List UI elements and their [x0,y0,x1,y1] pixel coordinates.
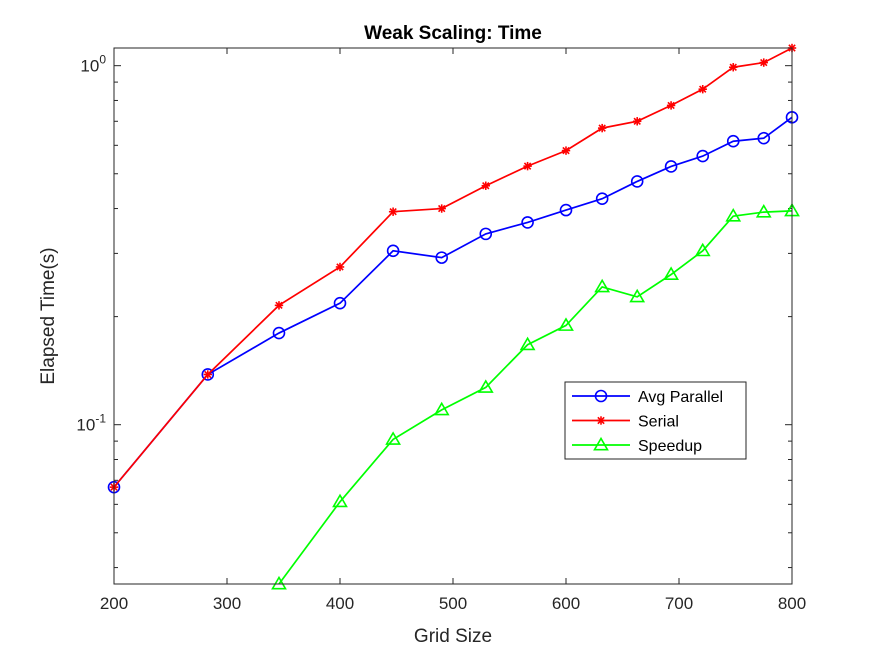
y-tick-exponent: -1 [95,412,106,426]
data-point [597,123,607,133]
x-tick-label: 300 [213,594,241,613]
data-point [726,134,740,148]
x-tick-label: 400 [326,594,354,613]
series-speedup [271,202,800,590]
y-tick-label: 10-1 [76,412,106,435]
data-point [696,149,710,163]
data-point [385,431,402,445]
legend-label: Serial [638,414,679,431]
y-tick-exponent: 0 [99,53,106,67]
data-point [666,101,676,110]
data-point [632,117,642,126]
data-point [755,203,772,218]
y-tick-base: 10 [80,57,99,76]
data-point [477,379,494,393]
x-axis-label: Grid Size [414,626,492,647]
data-point [271,575,287,590]
x-tick-label: 200 [100,594,128,613]
data-point [559,203,573,217]
data-point [274,301,284,310]
series-avg-parallel [107,111,799,494]
data-point [757,131,771,145]
data-point [521,216,534,229]
x-tick-label: 800 [778,594,806,613]
y-tick-base: 10 [76,416,95,435]
data-point [595,192,609,206]
data-point [201,368,215,381]
legend-entry-avg-parallel: Avg Parallel [572,389,723,406]
data-point [481,181,490,190]
data-point [388,207,398,216]
legend-entry-serial: Serial [572,414,679,431]
axes-background [114,48,792,584]
data-point [629,288,646,303]
data-point [725,208,742,222]
chart-title: Weak Scaling: Time [364,23,542,44]
minor-ticks [114,81,792,569]
x-tick-labels: 200 300 400 500 600 700 800 [100,594,806,613]
series-line [113,116,793,488]
data-point [558,317,574,331]
legend-label: Speedup [638,438,702,455]
x-tick-label: 500 [439,594,467,613]
data-point [694,242,711,257]
data-point [561,146,571,155]
legend-marker [593,436,609,451]
data-point [759,58,768,67]
data-point [203,370,212,379]
data-point [594,278,611,293]
x-tick-label: 700 [665,594,693,613]
data-point [335,262,345,272]
data-point [435,251,449,264]
x-tick-label: 600 [552,594,580,613]
data-point [332,493,348,508]
data-point [630,175,644,188]
legend: Avg Parallel Serial Speedup [564,381,747,460]
series-layer [107,43,800,590]
legend-entry-speedup: Speedup [572,436,702,455]
data-point [386,244,400,258]
legend-marker [596,416,606,425]
data-point [333,296,347,310]
series-line [278,210,793,585]
legend-marker [594,389,608,403]
series-line [113,47,793,488]
data-point [698,84,707,94]
data-point [437,204,446,213]
data-point [663,266,679,280]
legend-label: Avg Parallel [638,389,723,406]
y-tick-label: 100 [80,53,106,76]
y-axis-label: Elapsed Time(s) [38,247,59,384]
data-point [729,63,738,72]
data-point [664,160,678,173]
series-serial [109,43,797,492]
data-point [523,161,532,171]
data-point [519,336,536,351]
data-point [479,227,493,241]
major-ticks [113,48,793,584]
data-point [433,401,450,416]
data-point [272,326,286,340]
